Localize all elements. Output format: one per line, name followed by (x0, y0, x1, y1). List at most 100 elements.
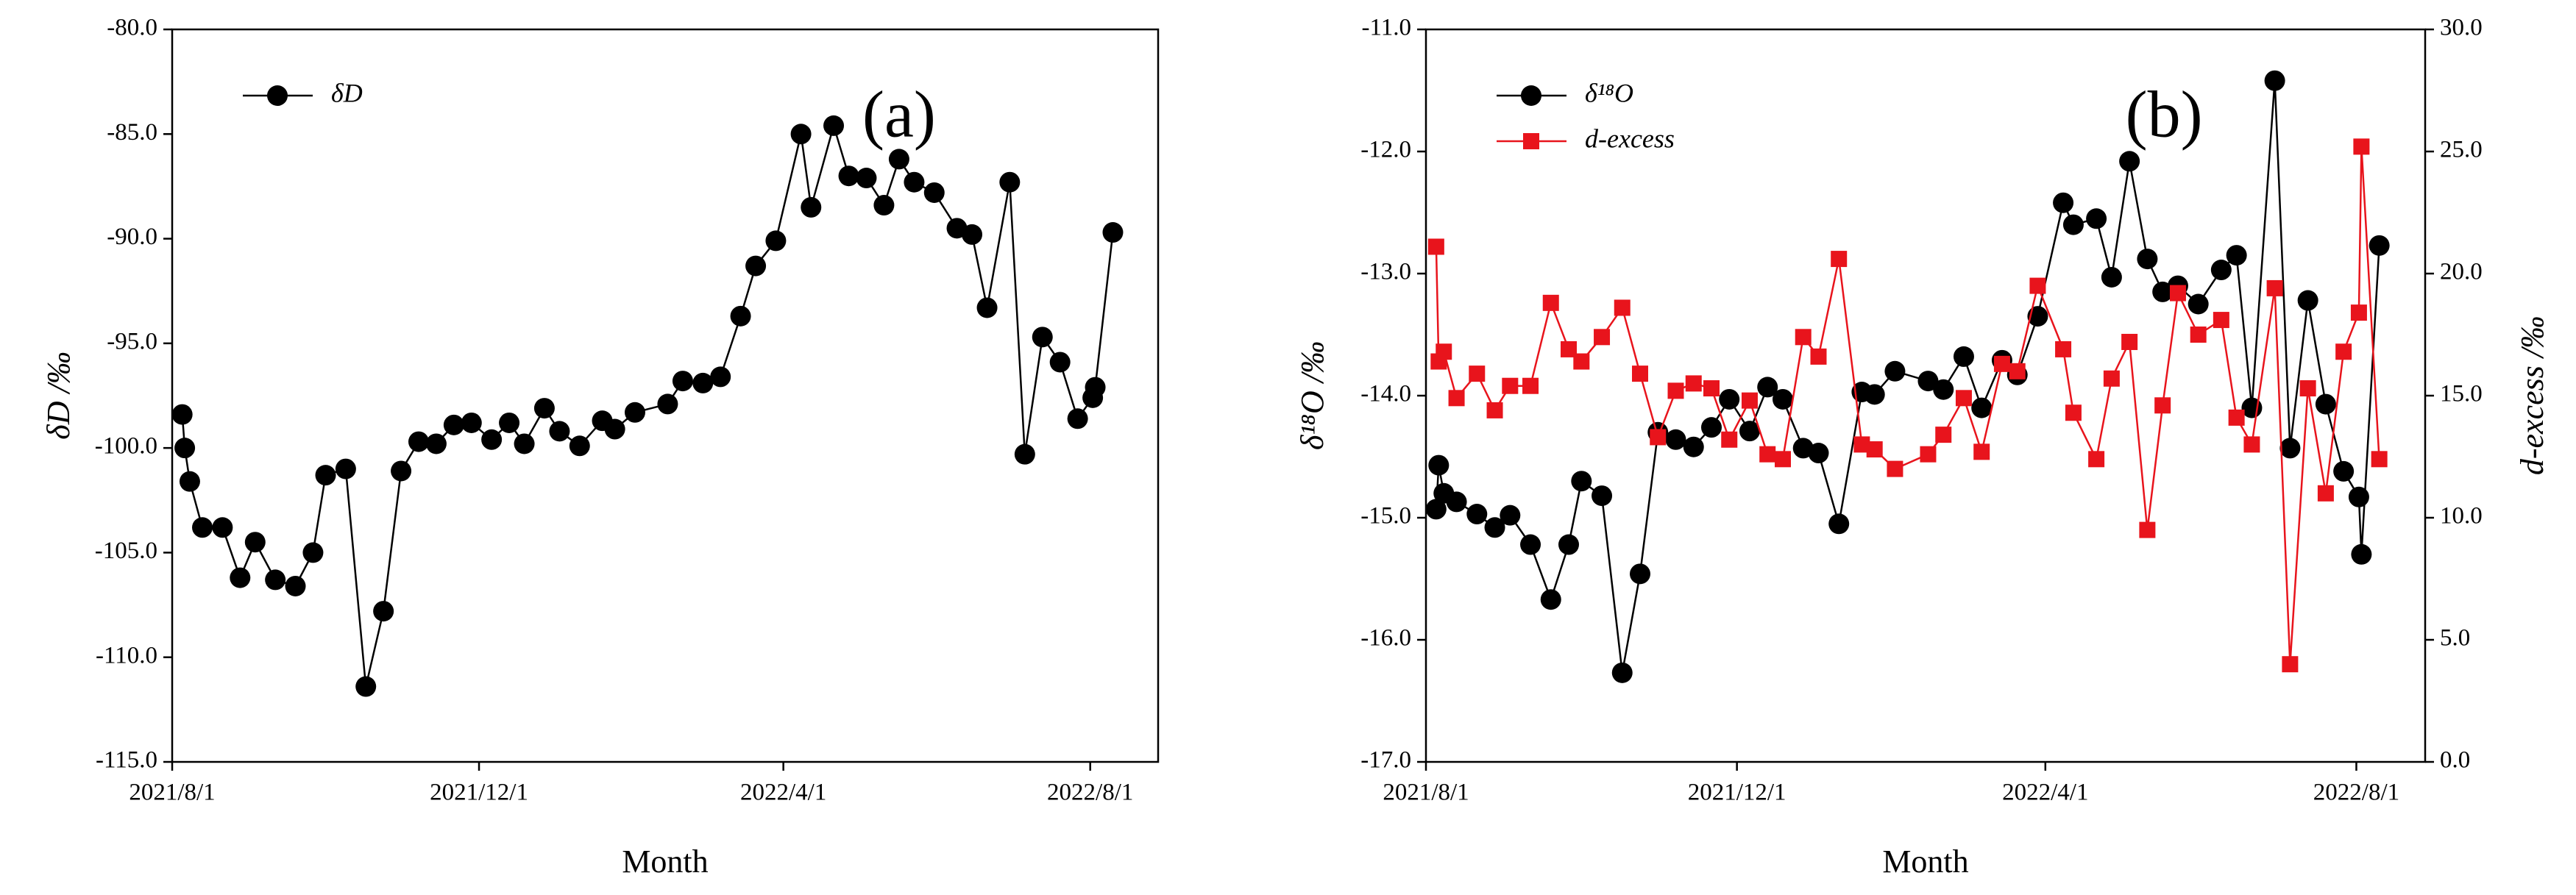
data-point (1933, 379, 1954, 400)
data-point (373, 601, 394, 622)
y-tick-label: -13.0 (1360, 259, 1411, 285)
data-point (2213, 312, 2229, 329)
data-point (2315, 393, 2336, 415)
data-point (2088, 451, 2105, 468)
data-point (888, 149, 909, 170)
data-point (1973, 443, 1990, 460)
data-point (1739, 421, 1760, 442)
data-point (1721, 431, 1738, 448)
y2-tick-label: 30.0 (2440, 15, 2483, 41)
data-point (335, 458, 356, 479)
data-point (1866, 441, 1883, 458)
data-point (1775, 451, 1791, 468)
data-point (315, 465, 336, 486)
series-line (181, 122, 1114, 687)
data-point (1887, 460, 1903, 477)
data-point (1614, 299, 1631, 316)
data-point (1759, 446, 1776, 463)
data-point (2297, 290, 2318, 311)
data-point (1971, 397, 1993, 418)
legend-label: δ¹⁸O (1585, 78, 1633, 107)
y-tick-label: -100.0 (95, 433, 157, 460)
data-point (790, 124, 812, 145)
y2-axis-title: d-excess /‰ (2514, 316, 2550, 475)
data-point (976, 297, 998, 318)
y-tick-label: -95.0 (107, 328, 157, 354)
data-point (1630, 563, 1650, 585)
data-point (2228, 409, 2245, 426)
x-tick-label: 2022/8/1 (1047, 780, 1133, 806)
x-axis-title: Month (1882, 844, 1968, 880)
y2-tick-label: 10.0 (2440, 503, 2483, 529)
data-point (391, 460, 412, 482)
series-line (1435, 80, 2380, 674)
plot-frame (1424, 28, 2427, 763)
data-point (904, 171, 925, 193)
data-point (692, 372, 714, 393)
data-point (2139, 521, 2156, 538)
data-point (1540, 589, 1561, 610)
data-point (461, 412, 482, 433)
data-point (2009, 363, 2026, 379)
data-point (2169, 285, 2186, 302)
data-point (2350, 304, 2367, 321)
data-point (1757, 377, 1778, 398)
data-point (2121, 333, 2138, 350)
data-point (1935, 427, 1952, 443)
y-tick-label: -11.0 (1361, 15, 1411, 41)
data-point (1573, 353, 1590, 370)
data-point (2210, 260, 2232, 281)
data-point (2264, 70, 2285, 91)
data-point (1592, 485, 1613, 507)
data-point (2062, 214, 2084, 235)
data-point (672, 371, 693, 392)
y-tick-label: -15.0 (1360, 503, 1411, 529)
data-point (1085, 377, 1106, 398)
data-point (1864, 384, 1885, 405)
data-point (1571, 471, 1592, 492)
data-point (999, 171, 1021, 193)
data-point (962, 224, 983, 245)
legend-label: δD (331, 78, 363, 107)
y-axis-title: δD /‰ (40, 352, 77, 439)
data-point (2154, 397, 2171, 414)
data-point (2243, 436, 2260, 453)
data-point (1436, 343, 1452, 360)
data-point (1853, 436, 1870, 453)
data-point (1719, 388, 1740, 410)
data-point (1067, 408, 1088, 429)
data-point (1831, 251, 1848, 268)
y-tick-label: -90.0 (107, 224, 157, 250)
data-point (1683, 436, 1704, 457)
y-tick-label: -12.0 (1360, 137, 1411, 163)
y2-tick-label: 15.0 (2440, 381, 2483, 407)
data-point (408, 431, 429, 452)
data-point (1955, 390, 1972, 407)
data-point (1102, 222, 1124, 243)
data-point (604, 418, 625, 440)
y-tick-label: -16.0 (1360, 625, 1411, 652)
x-tick-label: 2021/12/1 (1688, 780, 1786, 806)
x-tick-label: 2021/12/1 (430, 780, 528, 806)
data-point (1466, 504, 1488, 525)
data-point (1542, 294, 1559, 311)
y-tick-label: -80.0 (107, 15, 157, 41)
data-point (1795, 329, 1812, 346)
data-point (2055, 340, 2072, 357)
x-tick-label: 2022/4/1 (740, 780, 826, 806)
y2-tick-label: 20.0 (2440, 259, 2483, 285)
y-tick-label: -14.0 (1360, 381, 1411, 407)
data-point (1425, 499, 1447, 520)
data-point (2351, 543, 2372, 565)
data-point (2190, 327, 2207, 343)
data-point (1920, 446, 1937, 463)
x-tick-label: 2022/4/1 (2002, 780, 2088, 806)
data-point (425, 433, 447, 454)
data-point (1884, 360, 1906, 382)
data-point (302, 542, 324, 563)
data-point (1558, 534, 1579, 555)
data-point (514, 433, 535, 454)
data-point (2279, 438, 2301, 459)
data-point (2029, 277, 2046, 294)
data-point (2371, 451, 2388, 468)
